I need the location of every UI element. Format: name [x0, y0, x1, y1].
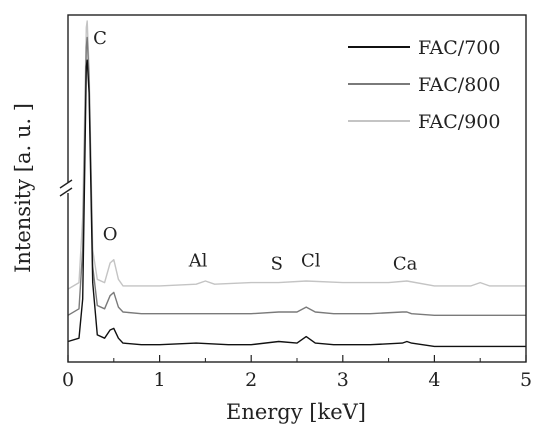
peak-label-o: O [103, 224, 118, 245]
x-tick-label: 1 [154, 369, 166, 391]
series-line-fac-700 [67, 59, 526, 348]
x-tick-label: 4 [428, 369, 440, 391]
legend-label: FAC/800 [418, 74, 500, 96]
y-axis-title: Intensity [a. u. ] [11, 103, 35, 273]
legend: FAC/700 FAC/800 FAC/900 [348, 37, 500, 133]
x-axis-title: Energy [keV] [226, 400, 366, 424]
series-line-fac-900 [67, 20, 526, 290]
series-line-fac-800 [67, 36, 526, 316]
peak-label-al: Al [188, 250, 208, 271]
x-tick-label: 2 [245, 369, 257, 391]
legend-label: FAC/700 [418, 37, 500, 59]
peak-label-cl: Cl [301, 250, 321, 271]
peak-label-ca: Ca [393, 254, 418, 275]
x-tick-label: 0 [62, 369, 74, 391]
peak-label-s: S [271, 254, 283, 275]
peak-label-c: C [93, 28, 107, 49]
axis-break-mark [59, 179, 76, 197]
legend-label: FAC/900 [418, 111, 500, 133]
plot-frame [67, 14, 527, 363]
x-ticks: 0 1 2 3 4 5 [62, 355, 532, 391]
x-tick-label: 3 [337, 369, 349, 391]
peak-annotations: C O Al S Cl Ca [93, 28, 417, 275]
series-layer [67, 20, 526, 348]
x-tick-label: 5 [520, 369, 532, 391]
